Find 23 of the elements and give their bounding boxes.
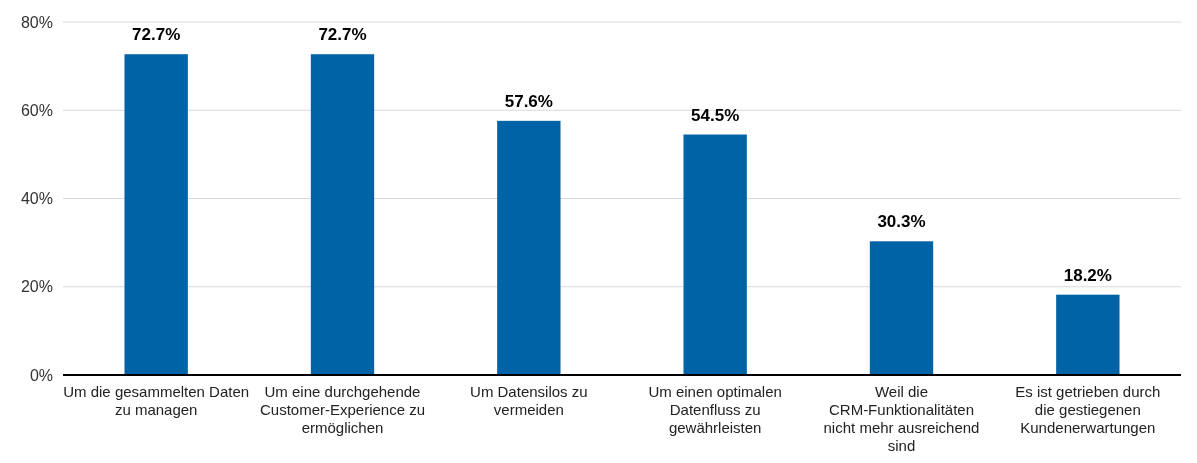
y-tick-label: 60% (20, 101, 53, 119)
x-tick-label: Es ist getrieben durch die gestiegenen Kundenerwartungen (1015, 383, 1161, 436)
bar (869, 241, 934, 375)
bar (683, 134, 747, 375)
data-label: 72.7% (132, 25, 181, 45)
x-tick-label: Weil die CRM-Funktionalitäten nicht mehr ausreichend sind (823, 383, 980, 454)
y-tick-label: 0% (29, 366, 53, 384)
bar (124, 54, 188, 375)
data-label: 18.2% (1063, 265, 1112, 285)
data-label: 72.7% (318, 25, 367, 45)
bar (1056, 294, 1120, 375)
bar (310, 54, 375, 375)
y-tick-label: 40% (20, 190, 53, 208)
y-tick-label: 20% (20, 278, 53, 296)
bar (497, 120, 561, 375)
data-label: 30.3% (877, 212, 926, 232)
x-tick-label: Um einen optimalen Datenfluss zu gewährleisten (648, 383, 782, 436)
x-tick-label: Um eine durchgehende Customer-Experience zu ermöglichen (259, 383, 426, 436)
x-tick-label: Um Datensilos zu vermeiden (470, 383, 588, 418)
y-tick-label: 80% (20, 13, 53, 31)
data-label: 57.6% (504, 91, 553, 111)
data-label: 54.5% (691, 105, 740, 125)
x-tick-label: Um die gesammelten Daten zu managen (63, 383, 250, 418)
